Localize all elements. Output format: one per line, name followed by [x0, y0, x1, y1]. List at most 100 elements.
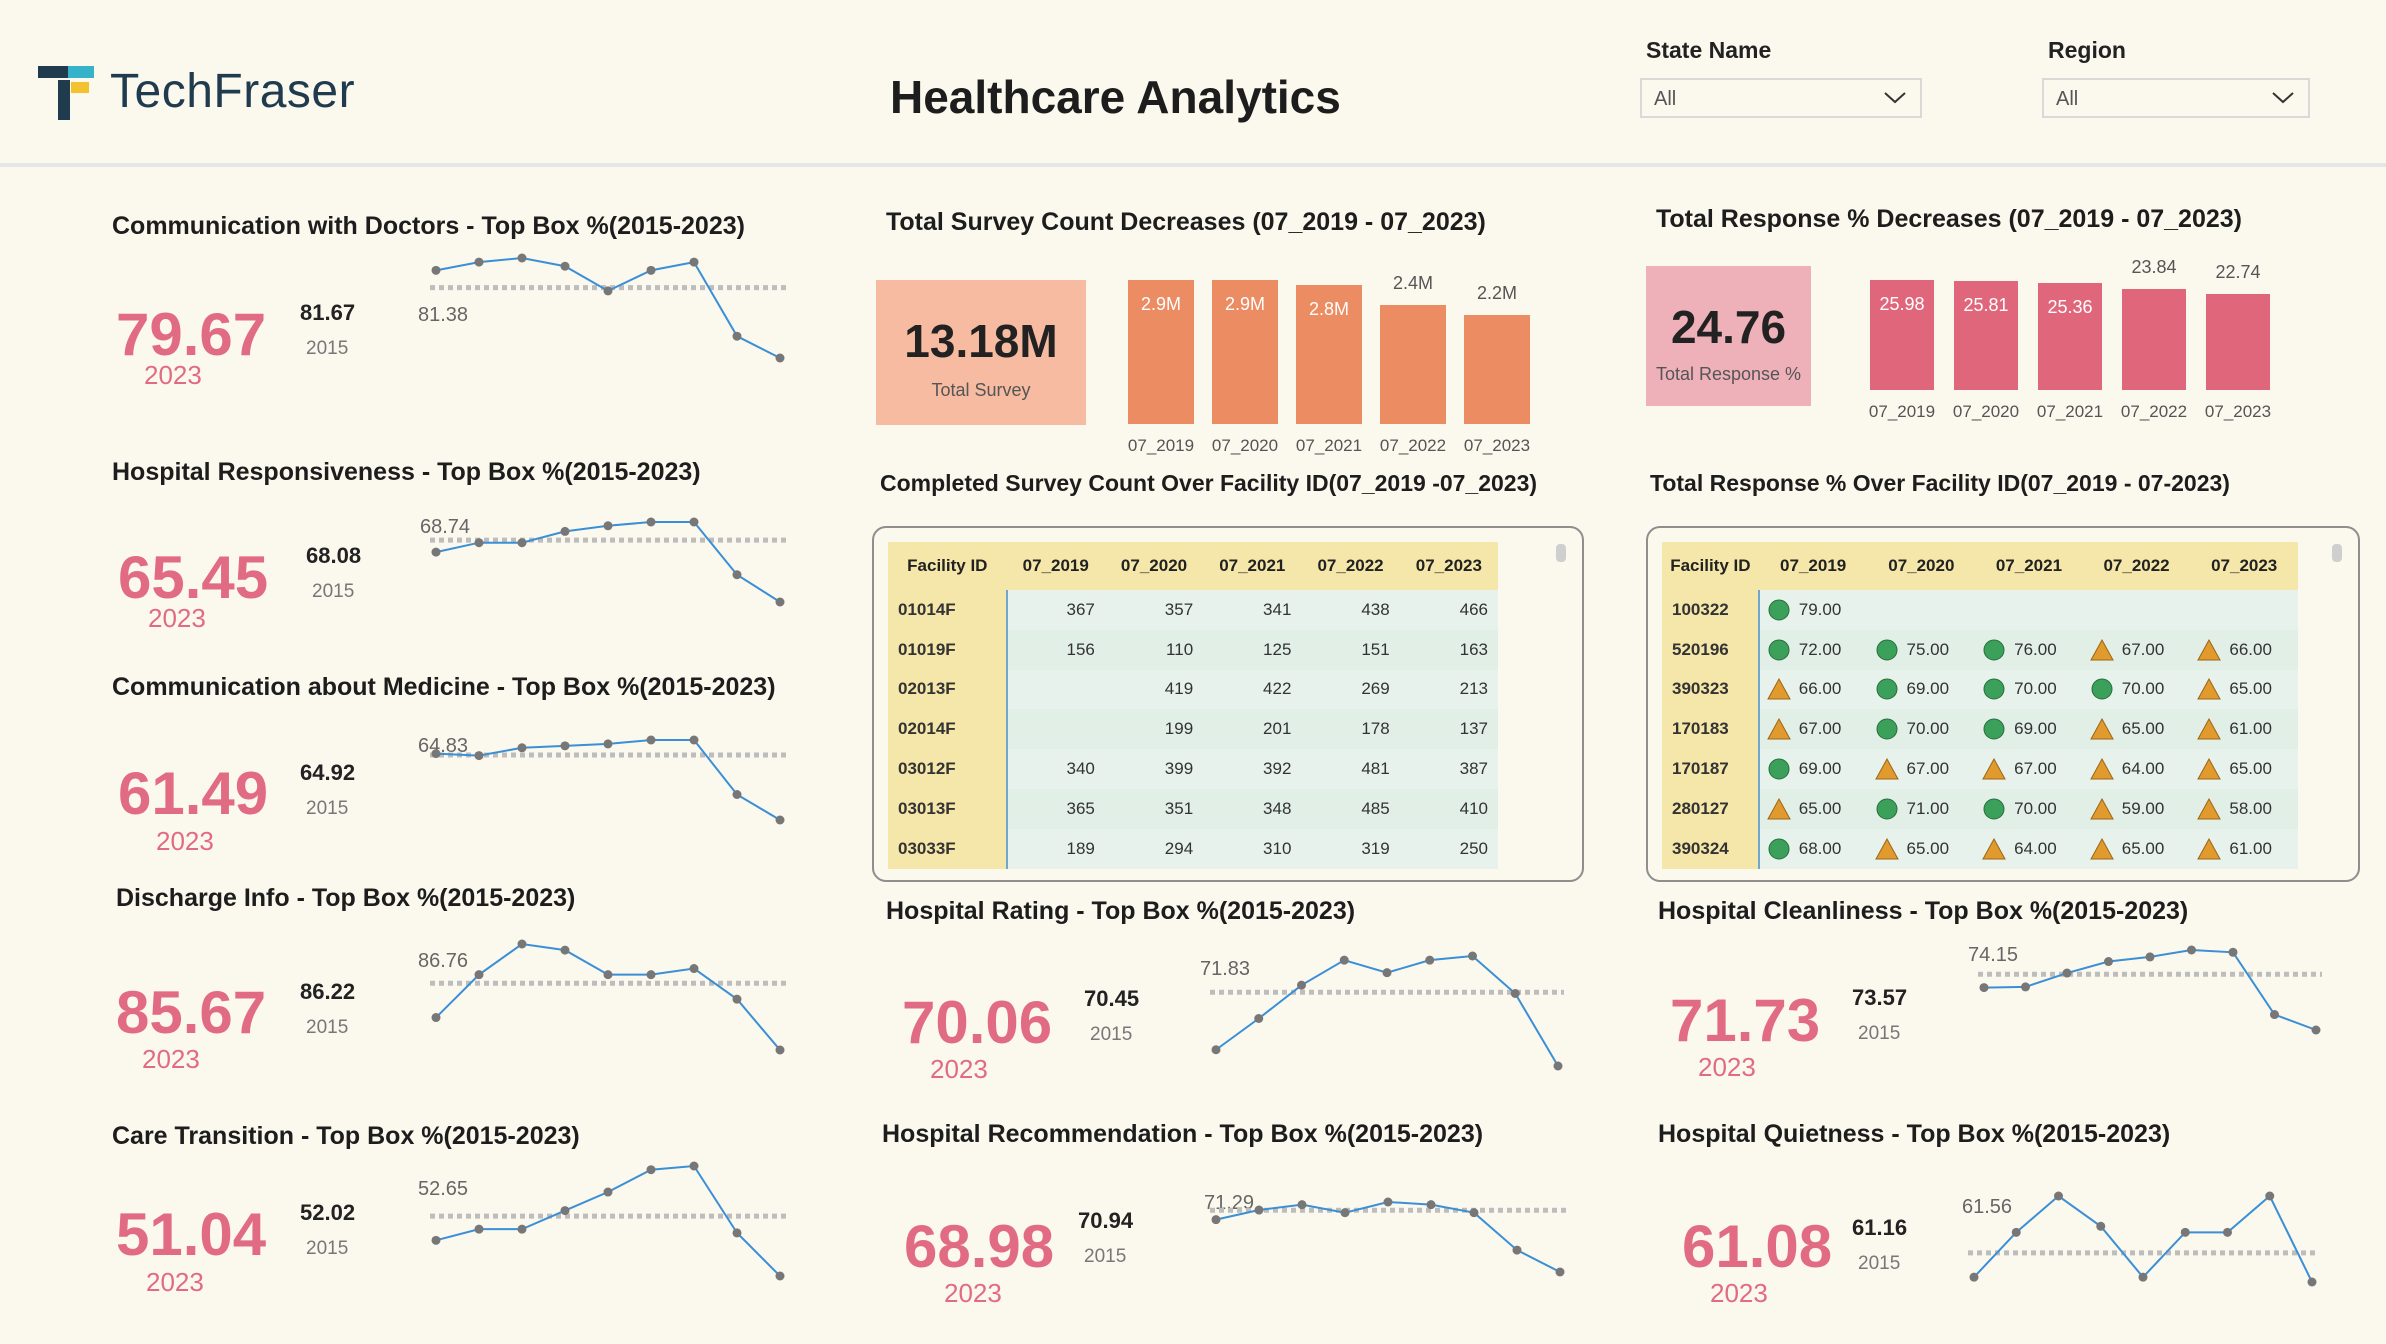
kpi-sparkline	[430, 253, 786, 363]
kpi-prev-year: 2015	[306, 1238, 349, 1259]
warning-triangle-icon	[2197, 678, 2222, 700]
bar[interactable]	[1380, 305, 1446, 424]
column-header[interactable]: 07_2020	[1867, 542, 1976, 590]
kpi-goal-value: 74.15	[1968, 944, 2019, 966]
trend-point	[474, 1224, 484, 1234]
bar-value-label: 25.81	[1963, 295, 2009, 315]
column-header[interactable]: 07_2021	[1975, 542, 2083, 590]
table-row[interactable]: 100322 79.00	[1662, 590, 2298, 630]
kpi-sparkline	[1978, 945, 2322, 1035]
table-row[interactable]: 01014F 367 357 341 438 466	[888, 590, 1498, 630]
kpi-goal-value: 52.65	[418, 1178, 469, 1200]
status-circle-icon	[1768, 758, 1790, 780]
bar-category-label: 07_2023	[2204, 402, 2272, 421]
warning-triangle-icon	[2197, 837, 2222, 860]
kpi-year: 2023	[930, 1054, 988, 1084]
bar[interactable]	[2206, 294, 2270, 390]
header: TechFraser Healthcare Analytics State Na…	[0, 0, 2386, 162]
column-header[interactable]: 07_2019	[1006, 542, 1105, 590]
trend-line	[435, 256, 781, 359]
facility-id-cell: 170187	[1662, 749, 1760, 789]
trend-point	[2104, 957, 2113, 967]
survey-count-cell: 340	[1006, 749, 1105, 789]
bar[interactable]	[1954, 281, 2018, 390]
table-row[interactable]: 03012F 340 399 392 481 387	[888, 749, 1498, 789]
response-pct-cell	[1975, 590, 2083, 630]
warning-triangle-icon	[1982, 758, 2006, 780]
survey-count-cell: 481	[1301, 749, 1400, 789]
bar-value-label: 2.2M	[1476, 283, 1518, 303]
trend-point	[517, 939, 527, 949]
column-header[interactable]: 07_2023	[2190, 542, 2298, 590]
status-circle-icon	[1983, 718, 2005, 740]
bar[interactable]	[1212, 280, 1278, 424]
bar[interactable]	[2038, 283, 2102, 390]
response-pct-cell: 75.00	[1867, 629, 1976, 670]
column-header[interactable]: Facility ID	[888, 542, 1007, 590]
column-header[interactable]: 07_2022	[1301, 542, 1400, 590]
bar[interactable]	[1128, 280, 1194, 424]
response-pct-value: 75.00	[1906, 639, 1950, 659]
trend-point	[603, 1187, 613, 1197]
table-row[interactable]: 390323 66.00 69.00 70.00 70.00 65.00	[1662, 669, 2298, 710]
column-header[interactable]: Facility ID	[1662, 542, 1759, 590]
column-header[interactable]: 07_2021	[1203, 542, 1302, 590]
kpi-sparkline	[430, 735, 786, 825]
warning-triangle-icon	[2197, 797, 2222, 820]
bar[interactable]	[2122, 289, 2186, 390]
trend-point	[646, 1165, 656, 1175]
table-row[interactable]: 390324 68.00 65.00 64.00 65.00 61.00	[1662, 828, 2298, 869]
kpi-sparkline	[430, 517, 786, 607]
trend-line	[435, 1164, 781, 1277]
response-pct-cell: 65.00	[1867, 828, 1976, 869]
response-pct-value: 58.00	[2229, 798, 2272, 818]
kpi-goal-value: 68.74	[420, 516, 471, 538]
table-row[interactable]: 01019F 156 110 125 151 163	[888, 629, 1498, 670]
table-row[interactable]: 03033F 189 294 310 319 250	[888, 828, 1498, 869]
survey-count-cell: 250	[1399, 828, 1498, 869]
response-table: Facility ID 07_2019 07_2020 07_2021 07_2022 0…	[1662, 542, 2298, 869]
kpi-title: Communication with Doctors - Top Box %(2…	[112, 212, 745, 240]
survey-count-cell: 213	[1399, 669, 1498, 710]
bar[interactable]	[1296, 285, 1362, 424]
table-row[interactable]: 520196 72.00 75.00 76.00 67.00 66.00	[1662, 629, 2298, 670]
trend-line	[435, 739, 781, 821]
bar-category-label: 07_2020	[1211, 436, 1279, 455]
state-name-dropdown[interactable]: All	[1640, 78, 1922, 118]
table-row[interactable]: 03013F 365 351 348 485 410	[888, 788, 1498, 829]
trend-point	[646, 970, 656, 980]
trend-point	[2270, 1010, 2279, 1020]
kpi-value: 61.49	[118, 760, 269, 827]
scrollbar[interactable]	[2332, 544, 2342, 562]
trend-point	[1469, 1208, 1479, 1218]
table-row[interactable]: 02014F 199 201 178 137	[888, 709, 1498, 750]
column-header[interactable]: 07_2023	[1399, 542, 1498, 590]
kpi-prev-year: 2015	[1858, 1253, 1901, 1274]
bar[interactable]	[1870, 280, 1934, 390]
facility-id-cell: 02014F	[888, 709, 1008, 750]
facility-id-cell: 03012F	[888, 749, 1008, 789]
survey-count-cell: 341	[1203, 590, 1302, 630]
response-pct-value: 70.00	[2121, 679, 2165, 699]
kpi-prev-value: 52.02	[300, 1200, 356, 1225]
trend-point	[646, 735, 656, 745]
column-header[interactable]: 07_2022	[2082, 542, 2191, 590]
bar[interactable]	[1464, 315, 1530, 424]
trend-point	[732, 570, 742, 580]
table-row[interactable]: 170183 67.00 70.00 69.00 65.00 61.00	[1662, 709, 2298, 750]
table-row[interactable]: 280127 65.00 71.00 70.00 59.00 58.00	[1662, 788, 2298, 829]
trend-point	[732, 331, 742, 341]
survey-count-cell: 399	[1104, 749, 1204, 789]
scrollbar[interactable]	[1556, 544, 1566, 562]
region-dropdown[interactable]: All	[2042, 78, 2310, 118]
response-pct-cell: 65.00	[1758, 788, 1868, 829]
table-row[interactable]: 170187 69.00 67.00 67.00 64.00 65.00	[1662, 749, 2298, 789]
response-pct-value: 69.00	[1798, 759, 1842, 779]
column-header[interactable]: 07_2020	[1104, 542, 1204, 590]
trend-point	[689, 257, 699, 267]
column-header[interactable]: 07_2019	[1758, 542, 1868, 590]
survey-count-cell: 110	[1104, 629, 1204, 670]
survey-chart-title: Total Survey Count Decreases (07_2019 - …	[886, 208, 1486, 236]
table-row[interactable]: 02013F 419 422 269 213	[888, 669, 1498, 710]
kpi-prev-year: 2015	[312, 581, 355, 602]
